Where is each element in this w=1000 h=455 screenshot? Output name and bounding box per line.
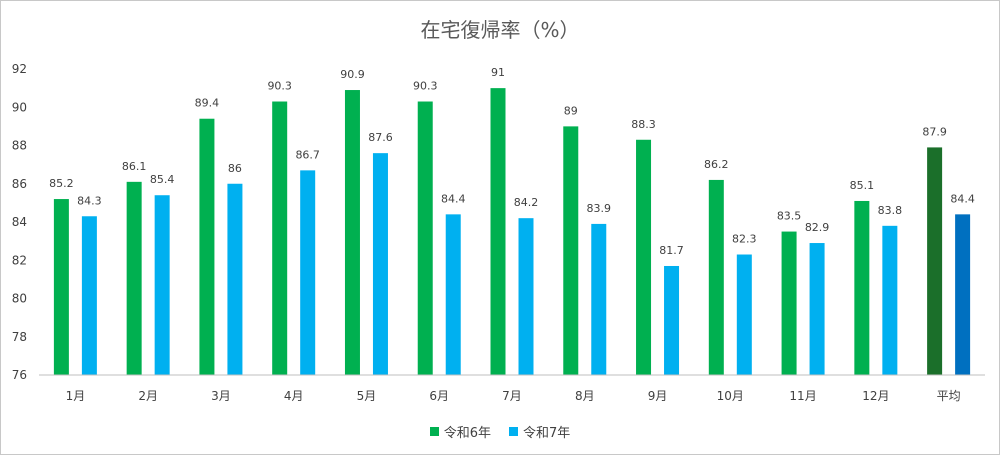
y-tick-label: 82 bbox=[12, 253, 27, 267]
data-label: 84.3 bbox=[77, 194, 102, 207]
bar bbox=[854, 200, 870, 375]
chart-title: 在宅復帰率（%） bbox=[420, 18, 580, 42]
y-tick-label: 88 bbox=[12, 139, 27, 153]
y-tick-label: 76 bbox=[12, 368, 27, 382]
data-label: 86.7 bbox=[295, 148, 320, 161]
data-label: 87.9 bbox=[922, 125, 947, 138]
data-label: 83.8 bbox=[878, 204, 903, 217]
legend-item-series-1: 令和6年 bbox=[429, 422, 491, 441]
bar bbox=[708, 179, 724, 375]
data-label: 84.4 bbox=[441, 192, 466, 205]
bar bbox=[781, 231, 797, 375]
data-label: 82.9 bbox=[805, 221, 830, 234]
x-tick-label: 12月 bbox=[862, 389, 889, 403]
legend-swatch-series-2 bbox=[509, 427, 518, 436]
y-tick-label: 78 bbox=[12, 330, 27, 344]
data-label: 83.5 bbox=[777, 210, 802, 223]
bar bbox=[272, 101, 288, 375]
data-label: 90.3 bbox=[267, 80, 292, 93]
data-label: 85.1 bbox=[850, 179, 875, 192]
legend: 令和6年 令和7年 bbox=[0, 422, 1000, 441]
bar bbox=[736, 254, 752, 375]
data-label: 86.2 bbox=[704, 158, 729, 171]
x-tick-label: 1月 bbox=[66, 389, 86, 403]
bar bbox=[664, 265, 680, 375]
x-tick-label: 5月 bbox=[357, 389, 377, 403]
bar bbox=[417, 101, 433, 375]
data-label: 89.4 bbox=[195, 97, 220, 110]
data-label: 88.3 bbox=[631, 118, 656, 131]
x-tick-label: 2月 bbox=[138, 389, 158, 403]
data-label: 82.3 bbox=[732, 233, 757, 246]
bar bbox=[490, 88, 506, 375]
bar bbox=[563, 126, 579, 375]
data-label: 86.1 bbox=[122, 160, 147, 173]
bar bbox=[344, 90, 360, 375]
x-tick-label: 8月 bbox=[575, 389, 595, 403]
bar bbox=[372, 153, 388, 375]
data-label: 90.3 bbox=[413, 80, 438, 93]
bar bbox=[126, 181, 142, 375]
x-tick-label: 10月 bbox=[717, 389, 744, 403]
x-tick-label: 3月 bbox=[211, 389, 231, 403]
bar bbox=[199, 118, 215, 375]
x-tick-label: 9月 bbox=[648, 389, 668, 403]
y-tick-label: 90 bbox=[12, 100, 27, 114]
y-tick-label: 80 bbox=[12, 292, 27, 306]
bar bbox=[591, 223, 607, 375]
data-label: 81.7 bbox=[659, 244, 684, 257]
y-tick-label: 84 bbox=[12, 215, 27, 229]
legend-swatch-series-1 bbox=[429, 427, 439, 436]
legend-label-series-2: 令和7年 bbox=[523, 426, 571, 441]
data-label: 89 bbox=[564, 104, 578, 117]
bar bbox=[81, 216, 97, 375]
data-label: 84.4 bbox=[950, 192, 975, 205]
data-label: 85.2 bbox=[49, 177, 74, 190]
bar bbox=[927, 147, 943, 375]
x-tick-label: 7月 bbox=[502, 389, 522, 403]
data-label: 84.2 bbox=[514, 196, 539, 209]
bar bbox=[955, 214, 971, 375]
x-tick-label: 平均 bbox=[937, 389, 961, 403]
bar bbox=[809, 243, 825, 375]
data-label: 83.9 bbox=[587, 202, 612, 215]
y-tick-label: 86 bbox=[12, 177, 27, 191]
data-label: 91 bbox=[491, 66, 505, 79]
bar bbox=[154, 195, 170, 375]
legend-item-series-2: 令和7年 bbox=[509, 422, 570, 441]
x-tick-label: 6月 bbox=[429, 389, 449, 403]
data-label: 90.9 bbox=[340, 68, 365, 81]
bar bbox=[53, 199, 69, 375]
bar bbox=[445, 214, 461, 375]
legend-label-series-1: 令和6年 bbox=[443, 426, 491, 441]
y-tick-label: 92 bbox=[12, 62, 27, 76]
bar bbox=[882, 225, 898, 375]
data-label: 86 bbox=[228, 162, 242, 175]
x-tick-label: 4月 bbox=[284, 389, 304, 403]
bar bbox=[518, 218, 534, 375]
bar bbox=[300, 170, 316, 375]
x-tick-label: 11月 bbox=[789, 389, 816, 403]
data-label: 87.6 bbox=[368, 131, 393, 144]
bar bbox=[636, 139, 652, 375]
bar bbox=[227, 183, 243, 375]
data-label: 85.4 bbox=[150, 173, 175, 186]
